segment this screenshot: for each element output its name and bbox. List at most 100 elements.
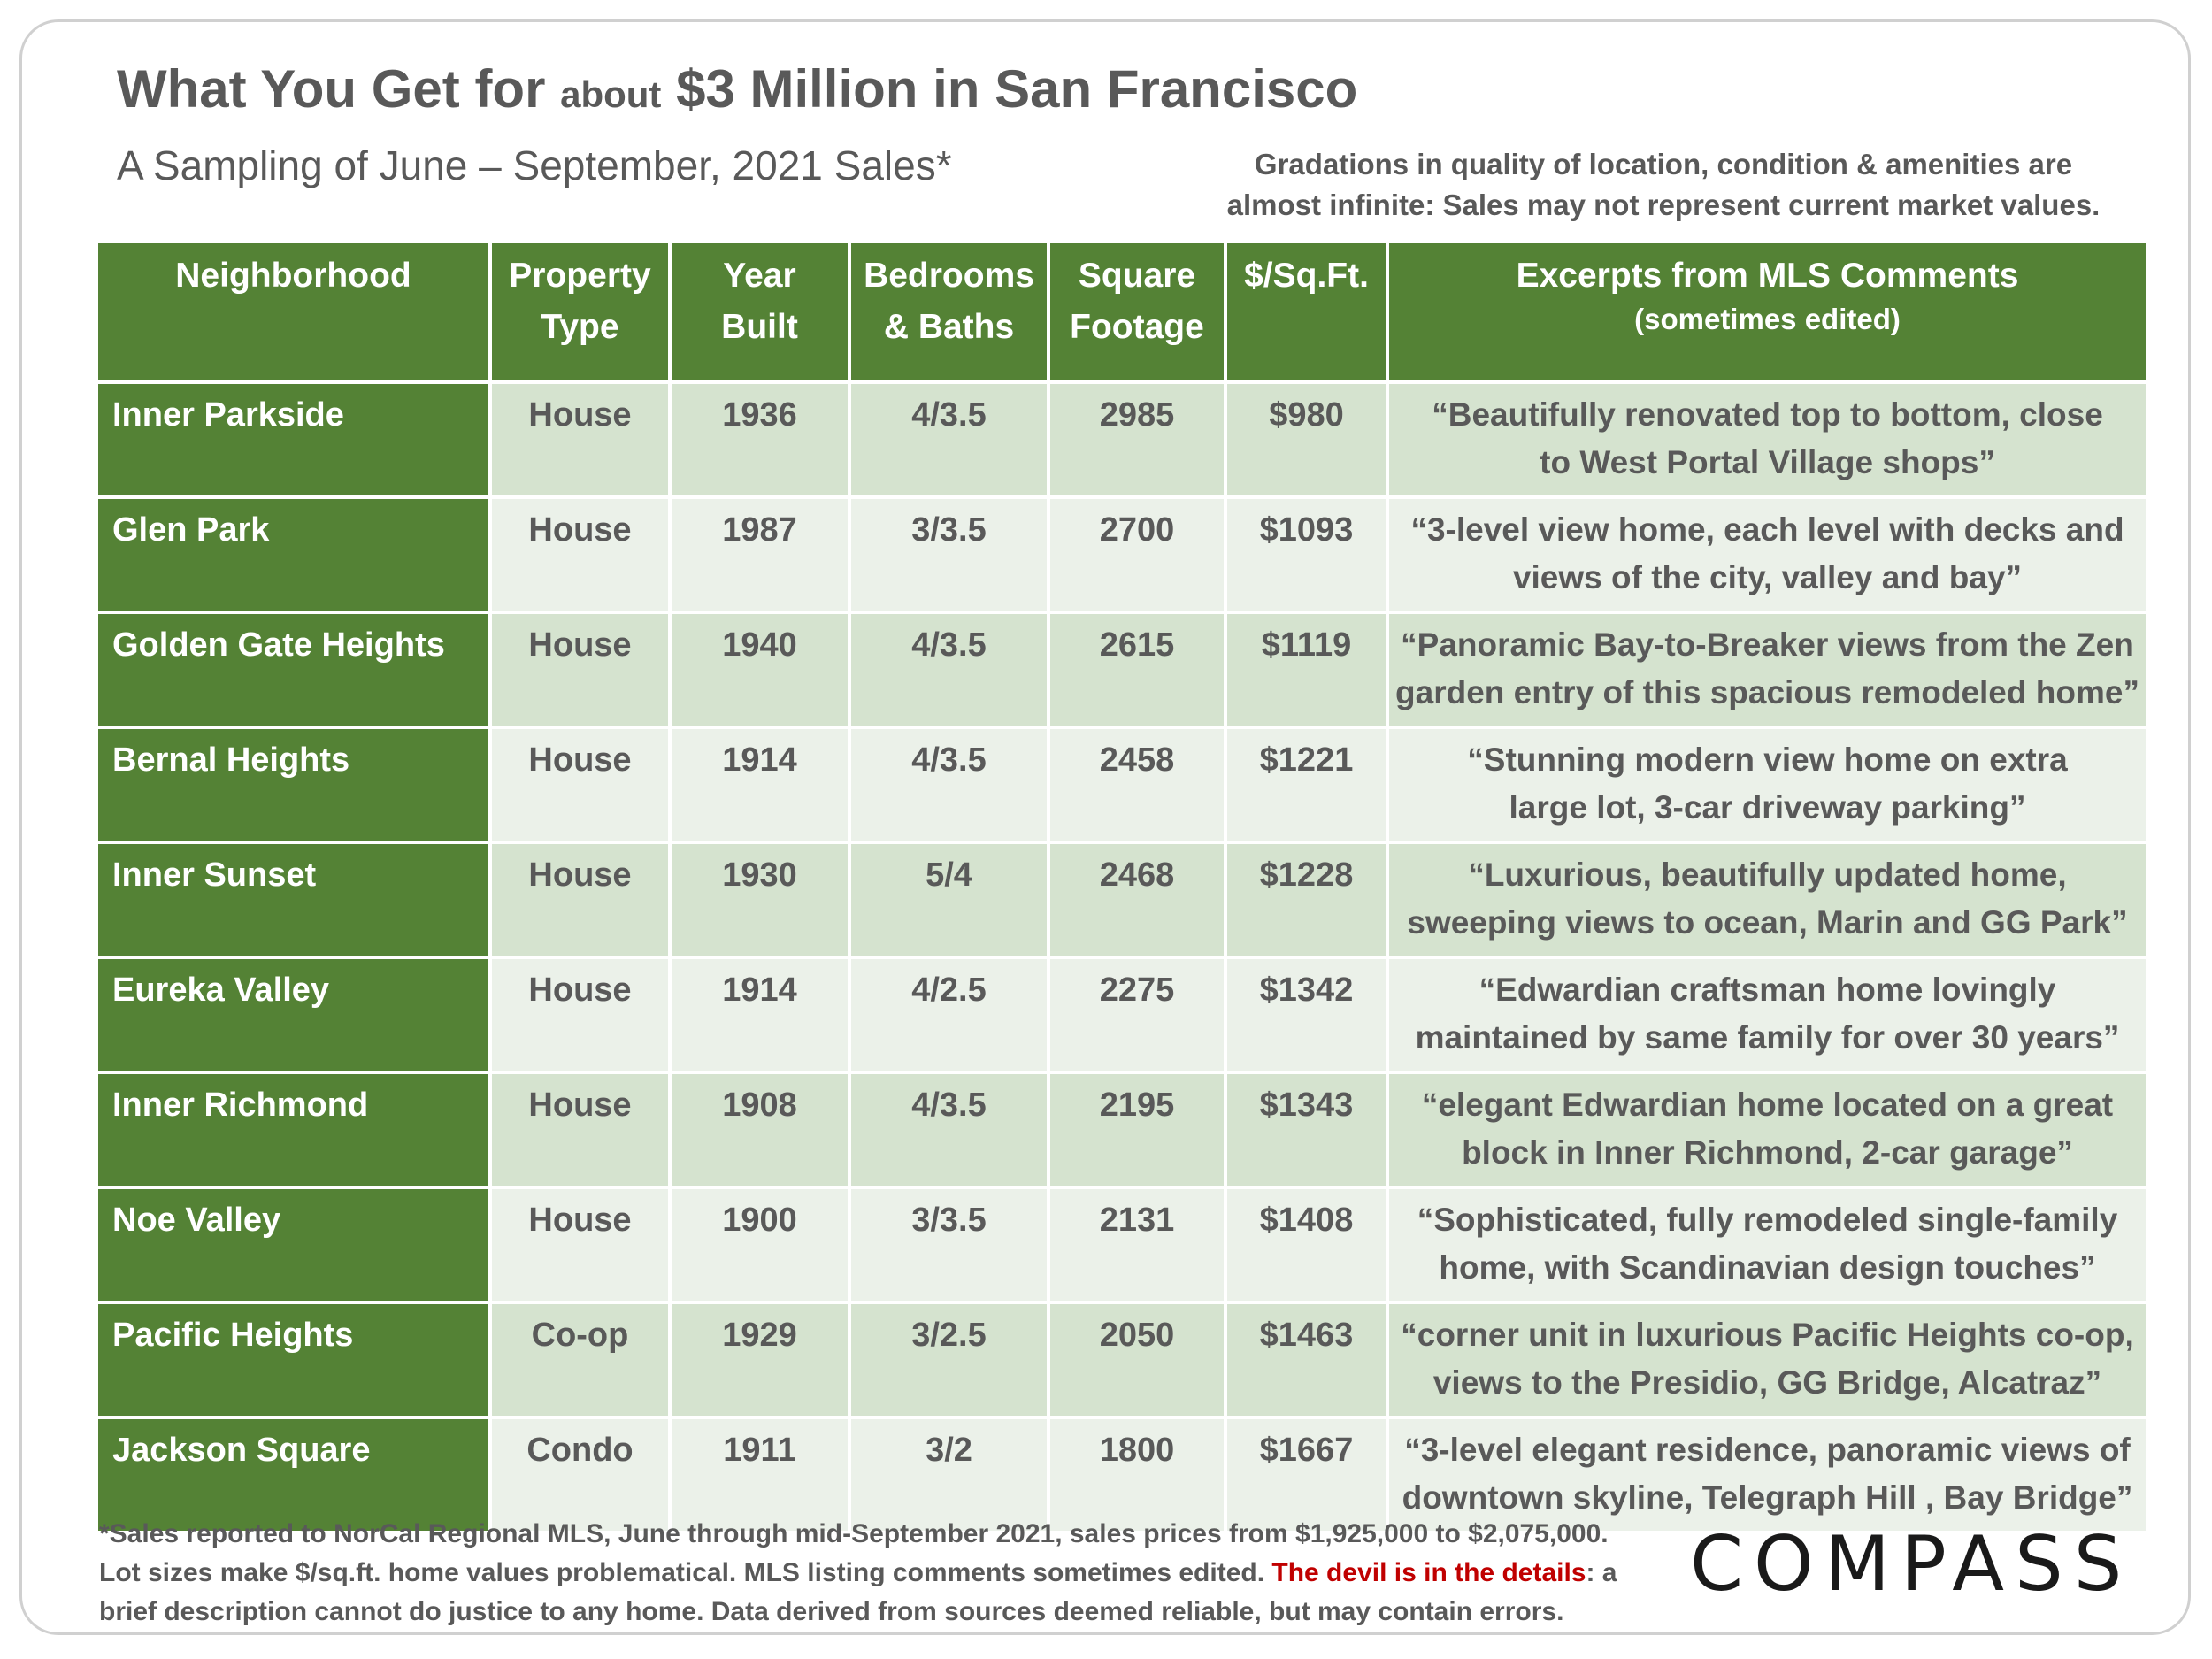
disclaimer-line: almost infinite: Sales may not represent…	[1226, 188, 2101, 221]
cell-sqft: 2458	[1047, 726, 1227, 844]
cell-beds-baths: 4/3.5	[848, 380, 1050, 499]
column-header-label: Type	[541, 308, 619, 346]
column-header: Year Built	[668, 240, 851, 384]
table-row: Jackson Square Condo 1911 3/2 1800 $1667 “3-le…	[95, 1416, 2149, 1534]
comment-line: large lot, 3-car driveway parking”	[1509, 789, 2026, 826]
cell-year: 1929	[668, 1301, 851, 1419]
cell-neighborhood: Inner Parkside	[95, 380, 492, 499]
column-header-label: Property	[509, 257, 651, 295]
comment-line: “corner unit in luxurious Pacific Height…	[1401, 1317, 2134, 1353]
table-body: Inner Parkside House 1936 4/3.5 2985 $980 “Bea…	[95, 380, 2149, 1534]
column-header: Neighborhood	[95, 240, 492, 384]
cell-sqft: 2195	[1047, 1071, 1227, 1189]
cell-price-per-sqft: $1463	[1224, 1301, 1389, 1419]
comment-line: “Stunning modern view home on extra	[1467, 741, 2068, 778]
cell-neighborhood: Bernal Heights	[95, 726, 492, 844]
cell-neighborhood: Inner Richmond	[95, 1071, 492, 1189]
cell-sqft: 2985	[1047, 380, 1227, 499]
comment-line: views to the Presidio, GG Bridge, Alcatr…	[1432, 1364, 2102, 1401]
cell-type: House	[488, 956, 672, 1074]
cell-year: 1930	[668, 841, 851, 959]
column-header-label: Footage	[1070, 308, 1204, 346]
cell-comment: “3-level view home, each level with deck…	[1386, 495, 2149, 614]
cell-beds-baths: 4/3.5	[848, 611, 1050, 729]
page-title: What You Get for about $3 Million in San…	[117, 58, 1357, 119]
comment-line: garden entry of this spacious remodeled …	[1395, 674, 2139, 710]
cell-price-per-sqft: $980	[1224, 380, 1389, 499]
comment-line: “Panoramic Bay-to-Breaker views from the…	[1401, 626, 2134, 663]
page-subtitle: A Sampling of June – September, 2021 Sal…	[117, 142, 952, 188]
cell-year: 1900	[668, 1186, 851, 1304]
comment-line: “Sophisticated, fully remodeled single-f…	[1417, 1202, 2118, 1238]
comment-line: “elegant Edwardian home located on a gre…	[1421, 1087, 2114, 1123]
cell-beds-baths: 3/2	[848, 1416, 1050, 1534]
cell-sqft: 1800	[1047, 1416, 1227, 1534]
cell-price-per-sqft: $1221	[1224, 726, 1389, 844]
footnote-text: Lot sizes make $/sq.ft. home values prob…	[99, 1558, 1272, 1587]
column-header-label: Bedrooms	[864, 257, 1034, 295]
column-header-label: Excerpts from MLS Comments	[1516, 257, 2019, 295]
compass-logo: COMPASS	[1690, 1520, 2133, 1609]
cell-neighborhood: Inner Sunset	[95, 841, 492, 959]
table-row: Pacific Heights Co-op 1929 3/2.5 2050 $1463 “c…	[95, 1301, 2149, 1419]
column-header-label: Square	[1078, 257, 1196, 295]
cell-sqft: 2275	[1047, 956, 1227, 1074]
column-header: Square Footage	[1047, 240, 1227, 384]
comment-line: “Luxurious, beautifully updated home,	[1468, 856, 2067, 893]
cell-beds-baths: 4/3.5	[848, 1071, 1050, 1189]
cell-price-per-sqft: $1119	[1224, 611, 1389, 729]
cell-type: House	[488, 1186, 672, 1304]
cell-beds-baths: 4/3.5	[848, 726, 1050, 844]
comment-line: “3-level elegant residence, panoramic vi…	[1404, 1432, 2131, 1468]
cell-beds-baths: 5/4	[848, 841, 1050, 959]
cell-beds-baths: 3/3.5	[848, 495, 1050, 614]
footnote-line: Lot sizes make $/sq.ft. home values prob…	[99, 1554, 1674, 1593]
cell-neighborhood: Golden Gate Heights	[95, 611, 492, 729]
column-header-label: Year	[723, 257, 796, 295]
comment-line: block in Inner Richmond, 2-car garage”	[1462, 1134, 2073, 1171]
footnote-line: *Sales reported to NorCal Regional MLS, …	[99, 1519, 1609, 1548]
cell-year: 1940	[668, 611, 851, 729]
disclaimer-line: Gradations in quality of location, condi…	[1254, 148, 2073, 180]
footnote-text: : a	[1586, 1558, 1617, 1587]
table-row: Noe Valley House 1900 3/3.5 2131 $1408 “Sophis…	[95, 1186, 2149, 1304]
cell-comment: “Beautifully renovated top to bottom, cl…	[1386, 380, 2149, 499]
cell-comment: “Edwardian craftsman home lovingly mainta…	[1386, 956, 2149, 1074]
comment-line: sweeping views to ocean, Marin and GG Pa…	[1407, 904, 2128, 941]
title-part2: $3 Million in San Francisco	[661, 59, 1358, 119]
column-header: $/Sq.Ft.	[1224, 240, 1389, 384]
cell-sqft: 2050	[1047, 1301, 1227, 1419]
cell-neighborhood: Glen Park	[95, 495, 492, 614]
column-header-label: $/Sq.Ft.	[1244, 257, 1369, 295]
comment-line: “3-level view home, each level with deck…	[1410, 511, 2124, 548]
footnote-highlight: The devil is in the details	[1271, 1558, 1586, 1587]
cell-neighborhood: Eureka Valley	[95, 956, 492, 1074]
comment-line: downtown skyline, Telegraph Hill , Bay B…	[1402, 1479, 2133, 1516]
cell-type: House	[488, 495, 672, 614]
cell-comment: “Luxurious, beautifully updated home, swe…	[1386, 841, 2149, 959]
comment-line: views of the city, valley and bay”	[1512, 559, 2023, 595]
table-row: Eureka Valley House 1914 4/2.5 2275 $1342 “Edw…	[95, 956, 2149, 1074]
table-row: Inner Parkside House 1936 4/3.5 2985 $980 “Bea…	[95, 380, 2149, 499]
comment-line: “Edwardian craftsman home lovingly	[1479, 972, 2056, 1008]
column-header: Bedrooms & Baths	[848, 240, 1050, 384]
cell-type: House	[488, 841, 672, 959]
cell-year: 1914	[668, 726, 851, 844]
cell-sqft: 2131	[1047, 1186, 1227, 1304]
column-header-label: Built	[721, 308, 798, 346]
cell-type: House	[488, 611, 672, 729]
cell-beds-baths: 3/2.5	[848, 1301, 1050, 1419]
cell-comment: “Panoramic Bay-to-Breaker views from the…	[1386, 611, 2149, 729]
comment-line: maintained by same family for over 30 ye…	[1415, 1019, 2120, 1056]
disclaimer: Gradations in quality of location, condi…	[1203, 144, 2124, 226]
cell-comment: “Sophisticated, fully remodeled single-f…	[1386, 1186, 2149, 1304]
cell-price-per-sqft: $1667	[1224, 1416, 1389, 1534]
table-row: Golden Gate Heights House 1940 4/3.5 2615 $11…	[95, 611, 2149, 729]
title-part1: What You Get for	[117, 59, 561, 119]
table-header-row: Neighborhood Property Type Year Built Bedroom…	[95, 240, 2149, 384]
cell-sqft: 2700	[1047, 495, 1227, 614]
cell-price-per-sqft: $1343	[1224, 1071, 1389, 1189]
sales-table: Neighborhood Property Type Year Built Bedroom…	[95, 240, 2149, 1534]
cell-type: House	[488, 1071, 672, 1189]
cell-comment: “3-level elegant residence, panoramic vi…	[1386, 1416, 2149, 1534]
